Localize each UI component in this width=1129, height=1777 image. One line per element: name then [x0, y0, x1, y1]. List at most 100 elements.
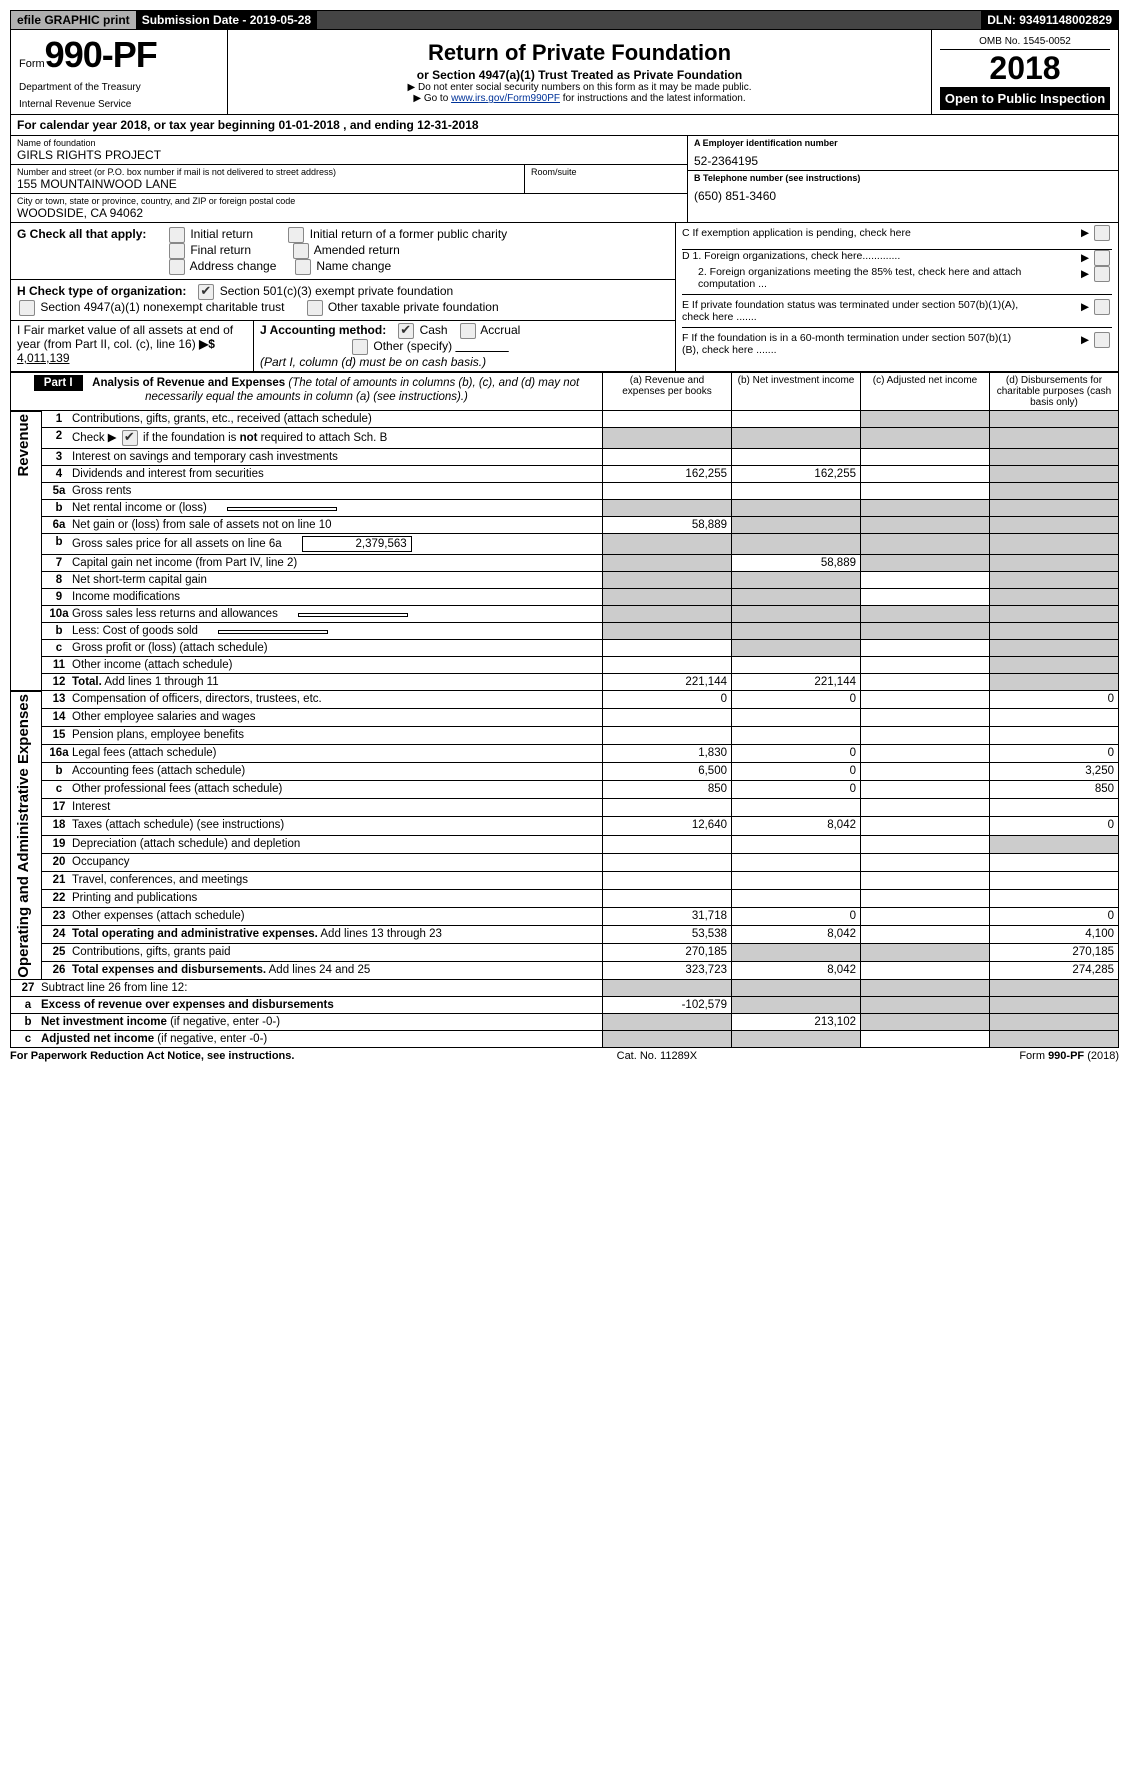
- room-label: Room/suite: [531, 167, 681, 177]
- table-row: 2Check ▶ if the foundation is not requir…: [11, 428, 1119, 449]
- cb-d2[interactable]: [1094, 266, 1110, 282]
- table-row: 11Other income (attach schedule): [11, 657, 1119, 674]
- ssn-warning: ▶ Do not enter social security numbers o…: [236, 82, 923, 93]
- col-c: (c) Adjusted net income: [861, 373, 990, 411]
- table-row: 26Total expenses and disbursements. Add …: [11, 961, 1119, 979]
- topbar-spacer: [317, 11, 981, 29]
- city: WOODSIDE, CA 94062: [17, 206, 681, 220]
- check-block: G Check all that apply: Initial return I…: [10, 223, 1119, 372]
- name-label: Name of foundation: [17, 138, 681, 148]
- calendar-year: For calendar year 2018, or tax year begi…: [10, 115, 1119, 136]
- table-row: 15Pension plans, employee benefits: [11, 727, 1119, 745]
- table-row: 16aLegal fees (attach schedule)1,83000: [11, 745, 1119, 763]
- cb-cash[interactable]: [398, 323, 414, 339]
- cb-other-tax[interactable]: [307, 300, 323, 316]
- dept-irs: Internal Revenue Service: [19, 99, 219, 110]
- cb-f[interactable]: [1094, 332, 1110, 348]
- address-label: Number and street (or P.O. box number if…: [17, 167, 518, 177]
- table-row: 6aNet gain or (loss) from sale of assets…: [11, 517, 1119, 534]
- table-row: 5aGross rents: [11, 483, 1119, 500]
- col-d: (d) Disbursements for charitable purpose…: [990, 373, 1119, 411]
- table-row: 25Contributions, gifts, grants paid270,1…: [11, 943, 1119, 961]
- line-g: G Check all that apply: Initial return I…: [11, 223, 675, 280]
- omb-number: OMB No. 1545-0052: [940, 34, 1110, 50]
- col-b: (b) Net investment income: [732, 373, 861, 411]
- top-bar: efile GRAPHIC print Submission Date - 20…: [10, 10, 1119, 30]
- table-row: 18Taxes (attach schedule) (see instructi…: [11, 817, 1119, 835]
- cb-accrual[interactable]: [460, 323, 476, 339]
- irs-link[interactable]: www.irs.gov/Form990PF: [451, 93, 560, 104]
- tax-year: 2018: [940, 50, 1110, 87]
- phone: (650) 851-3460: [694, 183, 1112, 203]
- table-row: bNet rental income or (loss): [11, 500, 1119, 517]
- table-row: Revenue1Contributions, gifts, grants, et…: [11, 411, 1119, 428]
- table-row: bGross sales price for all assets on lin…: [11, 534, 1119, 555]
- table-row: 22Printing and publications: [11, 889, 1119, 907]
- cb-e[interactable]: [1094, 299, 1110, 315]
- table-row: cAdjusted net income (if negative, enter…: [11, 1031, 1119, 1048]
- table-row: 20Occupancy: [11, 853, 1119, 871]
- table-row: 19Depreciation (attach schedule) and dep…: [11, 835, 1119, 853]
- cb-amended[interactable]: [293, 243, 309, 259]
- col-a: (a) Revenue and expenses per books: [603, 373, 732, 411]
- table-row: 7Capital gain net income (from Part IV, …: [11, 555, 1119, 572]
- footer-left: For Paperwork Reduction Act Notice, see …: [10, 1050, 294, 1062]
- cb-c[interactable]: [1094, 225, 1110, 241]
- line-j: J Accounting method: Cash Accrual Other …: [254, 321, 526, 371]
- table-row: aExcess of revenue over expenses and dis…: [11, 997, 1119, 1014]
- line-h: H Check type of organization: Section 50…: [11, 280, 675, 321]
- table-row: 12Total. Add lines 1 through 11221,14422…: [11, 674, 1119, 691]
- line-d1: D 1. Foreign organizations, check here..…: [682, 250, 900, 266]
- phone-label: B Telephone number (see instructions): [694, 173, 1112, 183]
- address: 155 MOUNTAINWOOD LANE: [17, 177, 518, 191]
- table-row: 24Total operating and administrative exp…: [11, 925, 1119, 943]
- cb-name[interactable]: [295, 259, 311, 275]
- table-row: 10aGross sales less returns and allowanc…: [11, 606, 1119, 623]
- table-row: 14Other employee salaries and wages: [11, 709, 1119, 727]
- footer-right: Form 990-PF (2018): [1019, 1050, 1119, 1062]
- city-label: City or town, state or province, country…: [17, 196, 681, 206]
- open-inspection: Open to Public Inspection: [940, 87, 1110, 110]
- form-title: Return of Private Foundation: [236, 40, 923, 66]
- submission-date: Submission Date - 2019-05-28: [136, 11, 317, 29]
- dln: DLN: 93491148002829: [981, 11, 1118, 29]
- goto-line: ▶ Go to www.irs.gov/Form990PF for instru…: [236, 93, 923, 104]
- line-f: F If the foundation is in a 60-month ter…: [682, 332, 1022, 356]
- cb-other-method[interactable]: [352, 339, 368, 355]
- table-row: 3Interest on savings and temporary cash …: [11, 449, 1119, 466]
- table-row: 17Interest: [11, 799, 1119, 817]
- dept-treasury: Department of the Treasury: [19, 82, 219, 93]
- table-row: cGross profit or (loss) (attach schedule…: [11, 640, 1119, 657]
- table-row: Operating and Administrative Expenses13C…: [11, 691, 1119, 709]
- form-header: Form990-PF Department of the Treasury In…: [10, 30, 1119, 115]
- table-row: bLess: Cost of goods sold: [11, 623, 1119, 640]
- cb-4947[interactable]: [19, 300, 35, 316]
- cb-initial-former[interactable]: [288, 227, 304, 243]
- table-row: cOther professional fees (attach schedul…: [11, 781, 1119, 799]
- line-c: C If exemption application is pending, c…: [682, 227, 911, 239]
- cb-address[interactable]: [169, 259, 185, 275]
- page-footer: For Paperwork Reduction Act Notice, see …: [10, 1050, 1119, 1062]
- table-row: 4Dividends and interest from securities1…: [11, 466, 1119, 483]
- cb-d1[interactable]: [1094, 250, 1110, 266]
- part1-table: Part I Analysis of Revenue and Expenses …: [10, 372, 1119, 1048]
- line-e: E If private foundation status was termi…: [682, 299, 1022, 323]
- cb-initial[interactable]: [169, 227, 185, 243]
- table-row: 9Income modifications: [11, 589, 1119, 606]
- line-d2: 2. Foreign organizations meeting the 85%…: [682, 266, 1028, 290]
- table-row: 23Other expenses (attach schedule)31,718…: [11, 907, 1119, 925]
- table-row: 8Net short-term capital gain: [11, 572, 1119, 589]
- form-number: Form990-PF: [19, 34, 219, 76]
- line-i: I Fair market value of all assets at end…: [11, 321, 254, 371]
- table-row: bAccounting fees (attach schedule)6,5000…: [11, 763, 1119, 781]
- part1-label: Part I: [34, 375, 83, 391]
- table-row: 21Travel, conferences, and meetings: [11, 871, 1119, 889]
- identity-block: Name of foundation GIRLS RIGHTS PROJECT …: [10, 136, 1119, 223]
- ein-label: A Employer identification number: [694, 138, 1112, 148]
- footer-mid: Cat. No. 11289X: [617, 1050, 698, 1062]
- foundation-name: GIRLS RIGHTS PROJECT: [17, 148, 681, 162]
- cb-final[interactable]: [169, 243, 185, 259]
- cb-501c3[interactable]: [198, 284, 214, 300]
- table-row: 27Subtract line 26 from line 12:: [11, 980, 1119, 997]
- ein: 52-2364195: [694, 148, 1112, 168]
